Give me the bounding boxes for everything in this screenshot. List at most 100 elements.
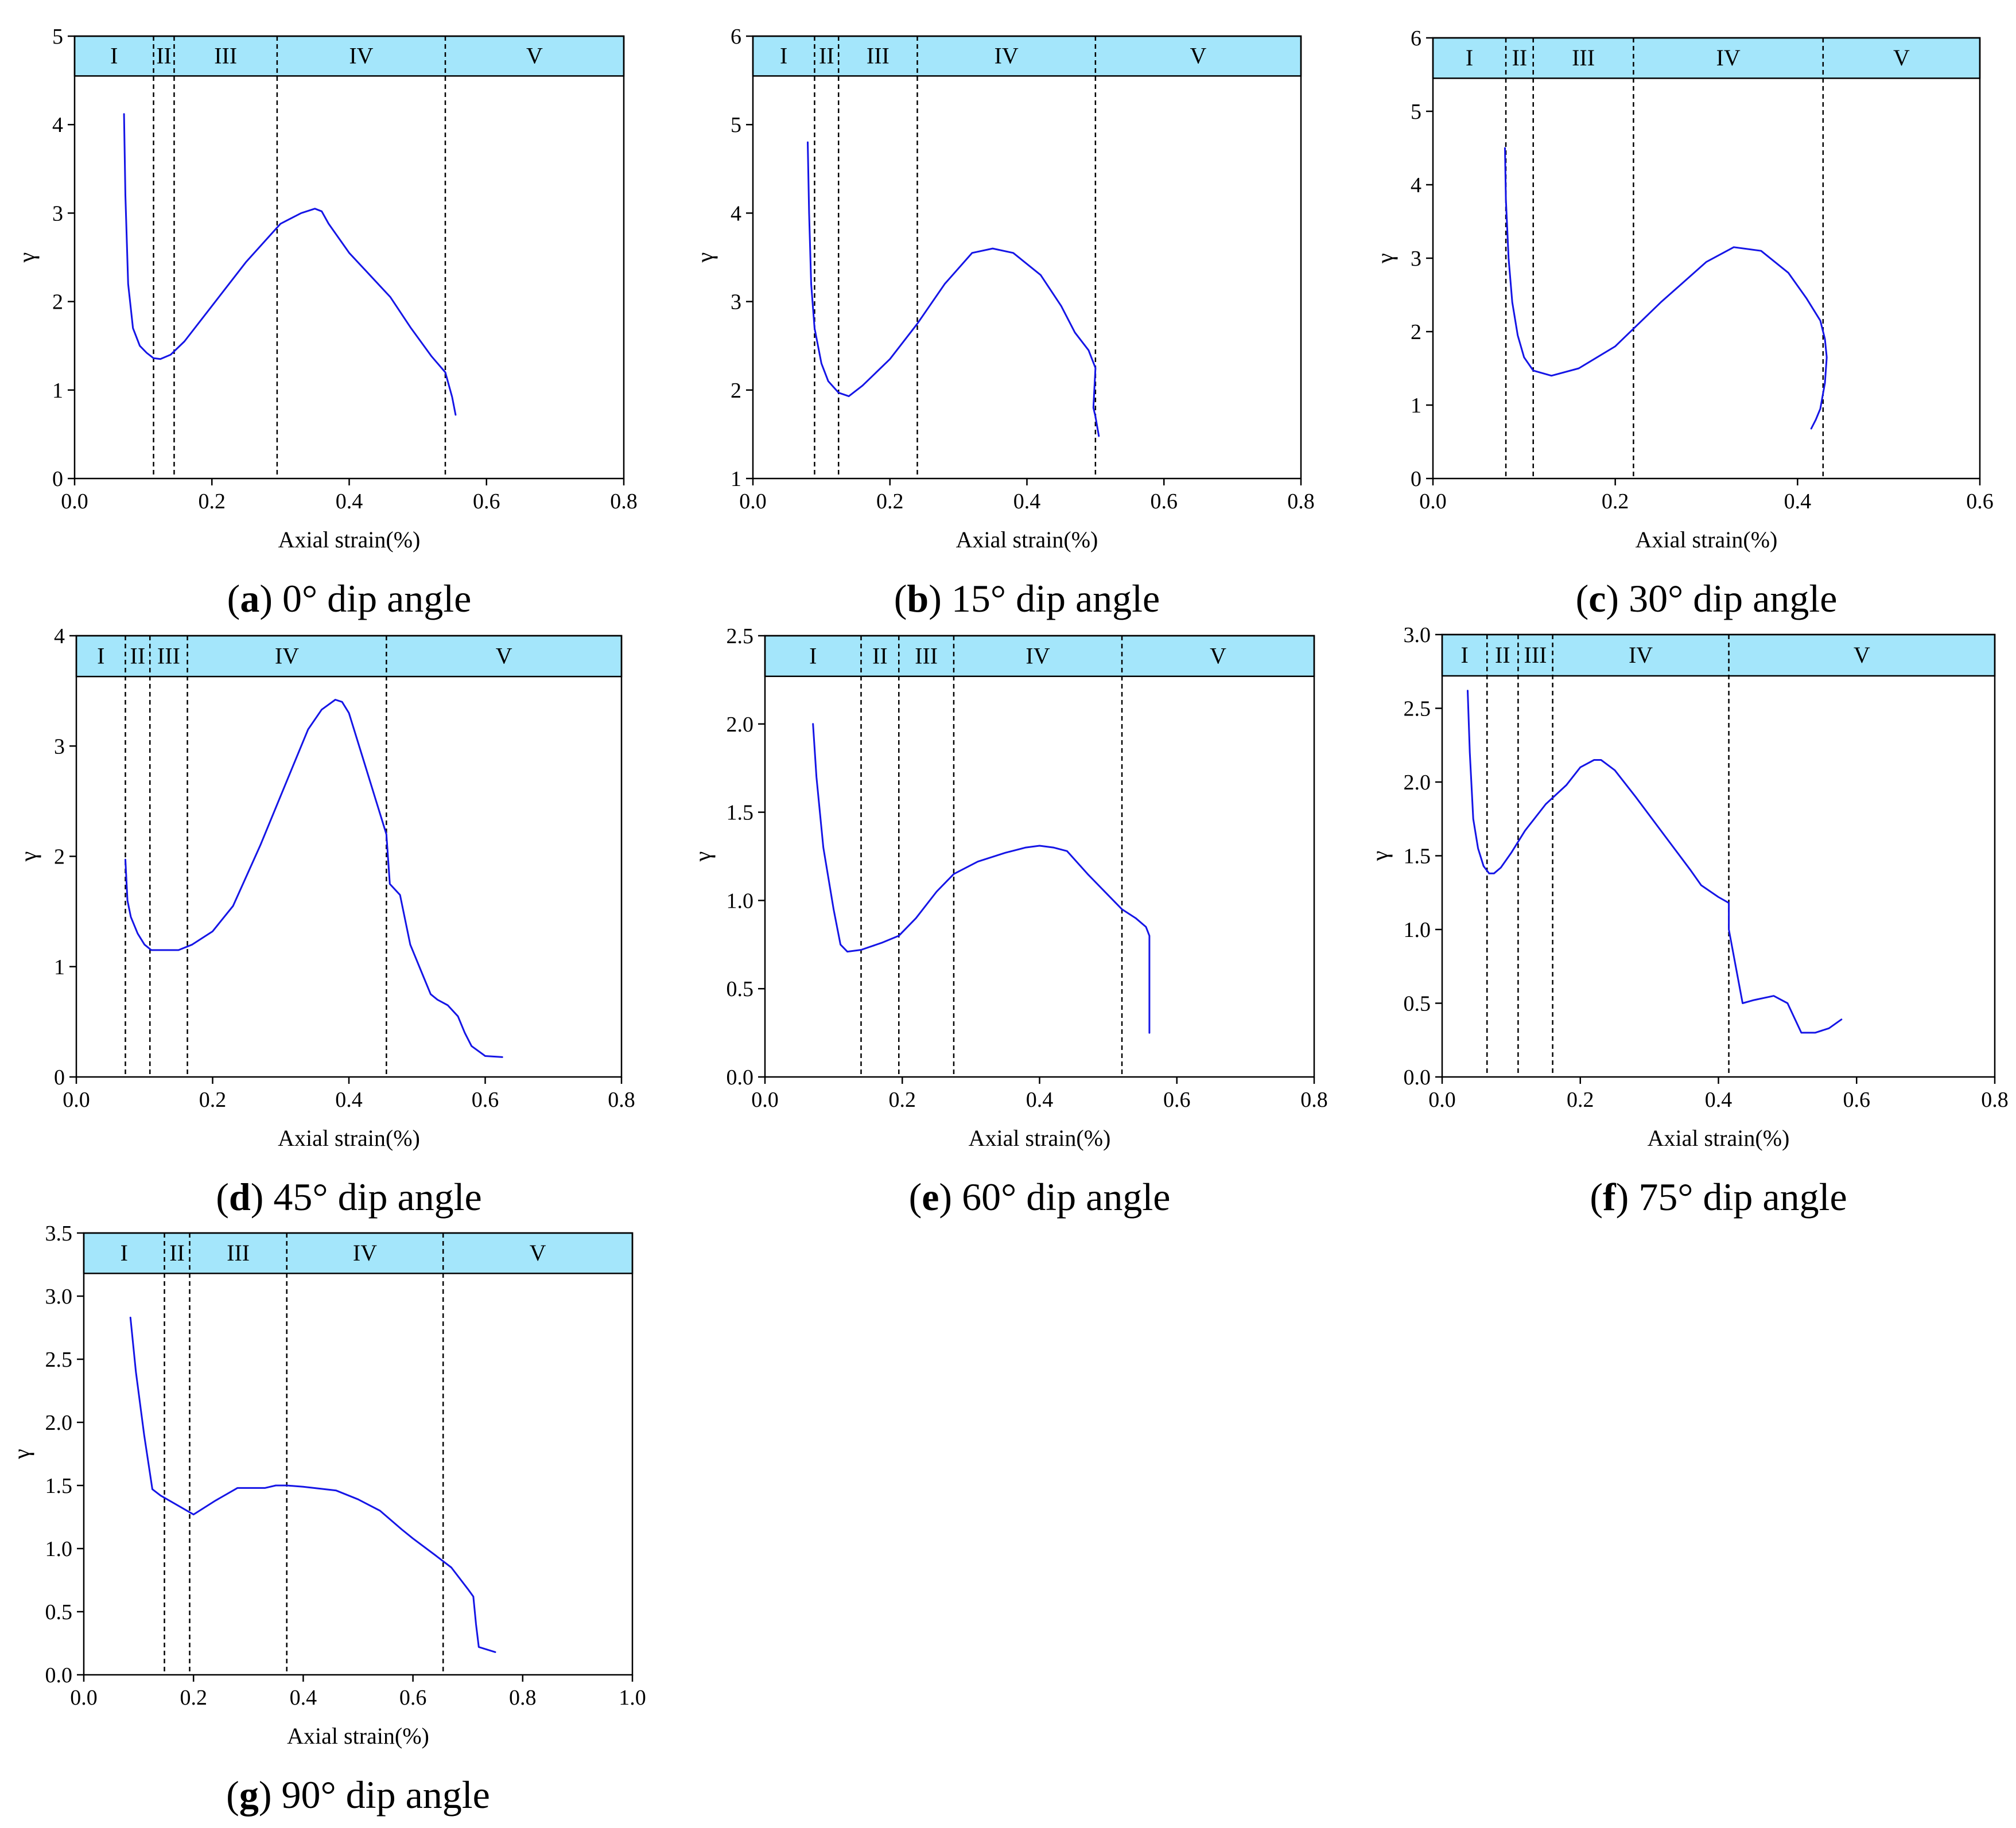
stage-label: IV: [275, 643, 299, 669]
y-tick-label: 3: [731, 290, 741, 314]
stage-label: III: [157, 643, 180, 669]
stage-label: IV: [1716, 45, 1741, 71]
plot-frame: [764, 635, 1315, 1078]
x-tick-label: 0.6: [472, 1088, 499, 1112]
stage-band: [83, 1232, 634, 1274]
gamma-series-line: [1504, 147, 1828, 430]
stage-band: [75, 635, 623, 678]
y-tick-label: 1.0: [1404, 918, 1431, 942]
x-tick-label: 1.0: [619, 1686, 646, 1710]
panel-caption: (b) 15° dip angle: [894, 577, 1160, 620]
y-tick-label: 0.5: [1404, 992, 1431, 1016]
stage-label: III: [915, 643, 938, 668]
stage-label: V: [1210, 643, 1226, 668]
stage-label: I: [110, 43, 118, 69]
caption-open-paren: (: [216, 1175, 229, 1219]
stage-label: V: [1854, 642, 1870, 668]
caption-letter: b: [907, 577, 929, 620]
stage-band: [752, 35, 1302, 77]
y-tick-label: 3: [1411, 247, 1421, 271]
x-tick-label: 0.2: [1567, 1088, 1594, 1112]
stage-label: IV: [1026, 643, 1050, 668]
y-tick-label: 1.5: [45, 1474, 73, 1498]
x-axis-title: Axial strain(%): [956, 527, 1098, 553]
x-tick-label: 0.4: [1705, 1088, 1733, 1112]
x-tick-label: 0.8: [1981, 1088, 2009, 1112]
y-tick-label: 1.5: [727, 801, 754, 825]
x-axis-title: Axial strain(%): [278, 527, 421, 553]
chart-panel-g: I II III IV V0.0 0.2 0.4 0.6 0.8 1.00.00.51.01.52…: [9, 1222, 646, 1817]
x-tick-label: 0.0: [63, 1088, 90, 1112]
gamma-series-line: [807, 141, 1100, 437]
caption-open-paren: (: [894, 577, 907, 620]
x-tick-label: 0.8: [610, 489, 638, 514]
y-tick-label: 2.0: [1404, 771, 1431, 795]
caption-text: 90° dip angle: [271, 1773, 490, 1817]
y-tick-label: 3: [52, 201, 63, 225]
x-tick-label: 0.8: [509, 1686, 537, 1710]
y-tick-label: 5: [52, 25, 63, 49]
caption-letter: f: [1603, 1175, 1617, 1219]
stage-label: II: [169, 1240, 185, 1266]
caption-letter: c: [1588, 577, 1606, 620]
x-tick-label: 0.6: [1151, 489, 1178, 514]
y-tick-label: 0.0: [1404, 1065, 1431, 1090]
stage-label: V: [1190, 43, 1206, 69]
stage-label: V: [1893, 45, 1910, 71]
y-tick-label: 2.0: [727, 713, 754, 737]
x-axis-title: Axial strain(%): [278, 1125, 420, 1151]
caption-close-paren: ): [929, 577, 942, 620]
x-tick-label: 0.4: [290, 1686, 317, 1710]
y-tick-label: 3.5: [45, 1222, 73, 1246]
caption-open-paren: (: [909, 1175, 922, 1219]
stage-label: II: [130, 643, 146, 669]
x-tick-label: 0.2: [1602, 489, 1629, 514]
caption-open-paren: (: [1576, 577, 1589, 620]
caption-open-paren: (: [227, 577, 240, 620]
y-tick-label: 3.0: [1404, 623, 1431, 647]
y-tick-label: 4: [731, 201, 741, 225]
y-axis-title: γ: [692, 252, 718, 263]
panel-caption: (d) 45° dip angle: [216, 1175, 481, 1219]
x-tick-label: 0.4: [336, 489, 363, 514]
x-tick-label: 0.4: [1026, 1088, 1054, 1112]
panel-caption: (f) 75° dip angle: [1590, 1175, 1847, 1219]
y-tick-label: 0.5: [727, 977, 754, 1001]
plot-frame: [1441, 633, 1996, 1078]
plot-frame: [83, 1232, 634, 1676]
y-tick-label: 1.5: [1404, 845, 1431, 869]
y-axis-title: γ: [1367, 851, 1393, 862]
x-tick-label: 0.6: [473, 489, 500, 514]
y-axis-title: γ: [15, 851, 41, 862]
y-tick-label: 5: [731, 113, 741, 137]
stage-label: I: [121, 1240, 128, 1266]
stage-label: V: [526, 43, 543, 69]
y-tick-label: 1: [54, 955, 65, 979]
gamma-series-line: [1467, 690, 1843, 1034]
y-tick-label: 2.0: [45, 1411, 73, 1435]
x-tick-label: 0.6: [399, 1686, 427, 1710]
plot-frame: [1432, 37, 1981, 480]
chart-panel-f: I II III IV V0.0 0.2 0.4 0.6 0.80.00.51.01.52.02…: [1367, 623, 2009, 1219]
y-axis-title: γ: [14, 252, 40, 263]
caption-close-paren: ): [259, 1773, 272, 1817]
y-tick-label: 6: [1411, 26, 1421, 50]
caption-text: 0° dip angle: [273, 577, 471, 620]
x-tick-label: 0.4: [1784, 489, 1812, 514]
stage-label: IV: [349, 43, 373, 69]
y-tick-label: 2: [731, 379, 741, 403]
stage-label: I: [1466, 45, 1473, 71]
x-tick-label: 0.2: [180, 1686, 207, 1710]
x-tick-label: 0.2: [199, 1088, 227, 1112]
x-tick-label: 0.0: [61, 489, 88, 514]
y-tick-label: 6: [731, 25, 741, 49]
stage-label: V: [530, 1240, 546, 1266]
y-tick-label: 2: [52, 290, 63, 314]
caption-letter: g: [239, 1773, 259, 1817]
y-tick-label: 5: [1411, 100, 1421, 124]
y-tick-label: 1.0: [727, 889, 754, 913]
stage-band: [73, 35, 625, 77]
